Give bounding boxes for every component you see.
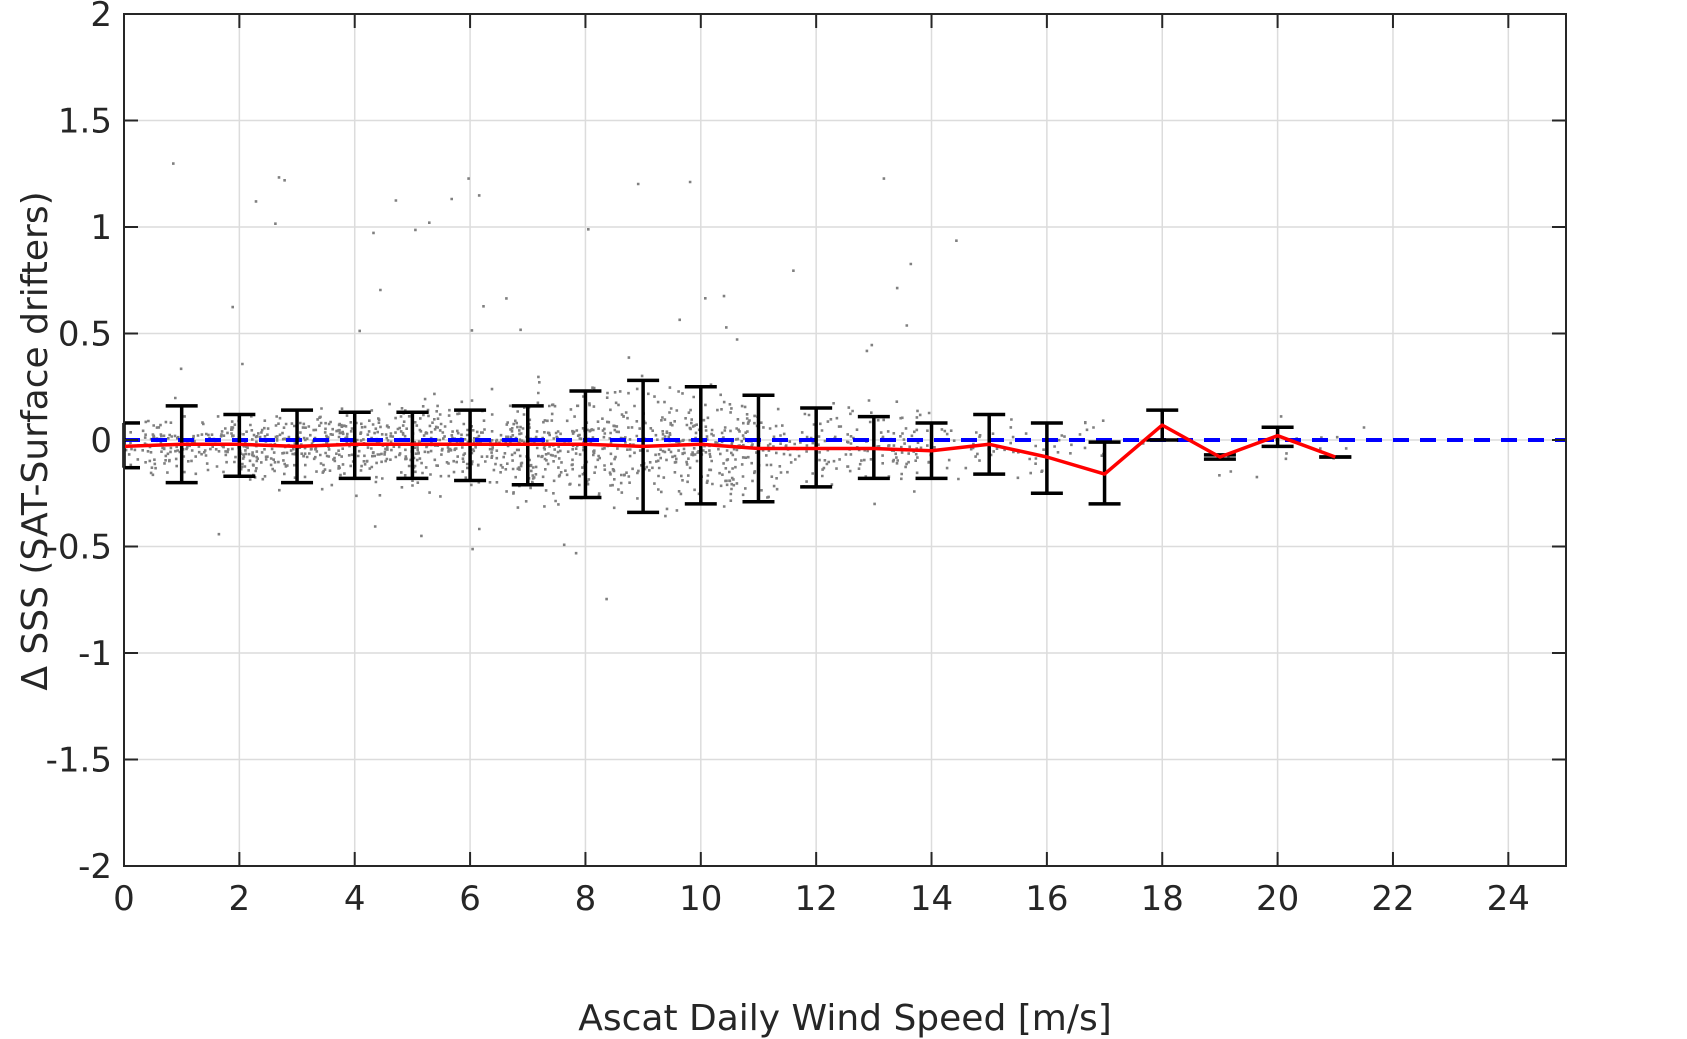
y-tick-label: 2 [90,0,112,35]
y-tick-label: 1.5 [58,102,112,142]
scatter-points [124,162,1366,601]
y-tick-label: 1 [90,208,112,248]
x-tick-label: 4 [344,879,366,919]
x-tick-label: 2 [229,879,251,919]
x-tick-label: 6 [459,879,481,919]
y-tick-label: -0.5 [46,528,112,568]
y-tick-label: -1 [78,634,112,674]
mean-line-path [123,423,1336,476]
x-tick-label: 0 [113,879,135,919]
x-tick-label: 18 [1141,879,1184,919]
x-tick-label: 24 [1487,879,1530,919]
y-tick-label: 0 [90,421,112,461]
y-tick-label: -1.5 [46,741,112,781]
scatter-dots [124,162,1366,601]
y-tick-label: -2 [78,847,112,887]
x-tick-label: 20 [1256,879,1299,919]
x-tick-label: 22 [1371,879,1414,919]
x-tick-label: 14 [910,879,953,919]
x-tick-labels: 0 2 4 6 8 10 12 14 16 18 20 22 24 [113,879,1530,919]
x-tick-label: 16 [1025,879,1068,919]
y-tick-labels: -2 -1.5 -1 -0.5 0 0.5 1 1.5 2 [46,0,112,887]
x-tick-label: 8 [575,879,597,919]
x-tick-label: 10 [679,879,722,919]
x-tick-label: 12 [795,879,838,919]
y-tick-label: 0.5 [58,315,112,355]
y-axis-label: Δ SSS (SAT-Surface drifters) [15,191,56,690]
mean-line [123,423,1336,476]
axes-box [123,13,1567,867]
x-axis-label: Ascat Daily Wind Speed [m/s] [578,998,1112,1039]
